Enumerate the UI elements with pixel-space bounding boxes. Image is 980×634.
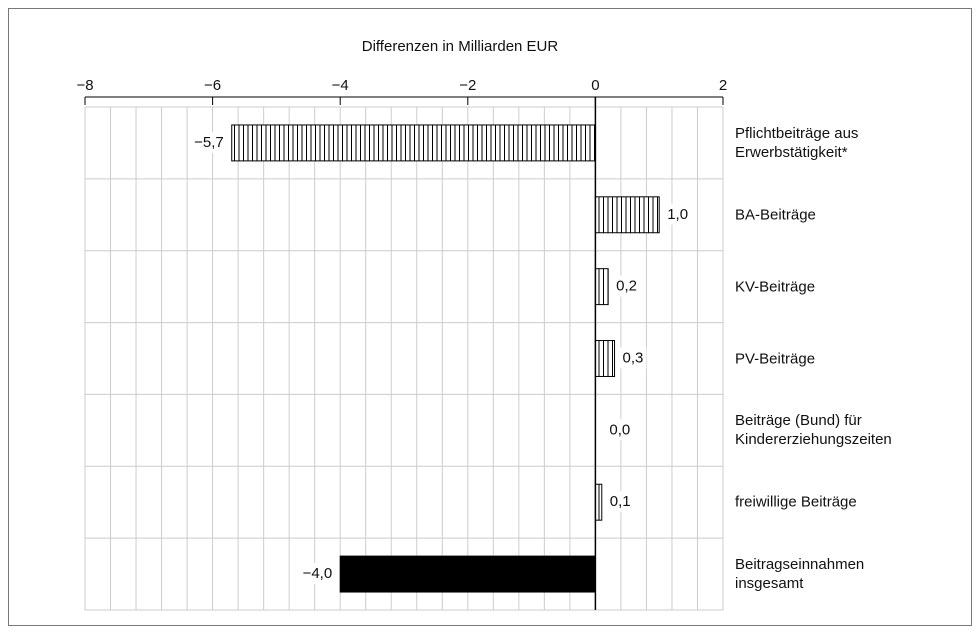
category-label: KV-Beiträge — [735, 278, 816, 296]
value-label-bg — [606, 491, 634, 513]
category-label: Pflichtbeiträge aus Erwerbstätigkeit* — [735, 124, 859, 161]
value-label-bg — [664, 203, 692, 225]
category-label: freiwillige Beiträge — [735, 493, 857, 511]
chart-title: Differenzen in Milliarden EUR — [362, 38, 559, 55]
value-label: 1,0 — [667, 206, 688, 223]
bar — [594, 340, 616, 377]
category-label: Beitragseinnahmen insgesamt — [735, 556, 865, 593]
bar — [339, 555, 596, 593]
value-label-bg — [191, 131, 227, 153]
value-label: 0,0 — [609, 421, 630, 438]
bar — [231, 124, 596, 162]
x-tick-label: 0 — [591, 77, 599, 94]
value-label-bg — [619, 347, 647, 369]
x-tick-label: −4 — [332, 77, 349, 94]
bar — [594, 196, 660, 234]
x-tick-label: 2 — [719, 77, 727, 94]
bar — [594, 483, 603, 521]
bar — [594, 268, 609, 306]
x-tick-label: −6 — [204, 77, 221, 94]
value-label: −5,7 — [194, 134, 224, 151]
category-label: BA-Beiträge — [735, 206, 816, 224]
value-label: −4,0 — [303, 565, 333, 582]
category-label: PV-Beiträge — [735, 350, 816, 367]
value-label: 0,2 — [616, 278, 637, 295]
value-label-bg — [613, 275, 641, 297]
category-label: Beiträge (Bund) für Kindererziehungszeit… — [735, 412, 892, 449]
value-label-bg — [299, 563, 336, 585]
x-tick-label: −2 — [459, 77, 476, 94]
value-label-bg — [606, 419, 634, 441]
value-label: 0,3 — [623, 349, 644, 366]
frame — [8, 8, 972, 626]
value-label: 0,1 — [610, 493, 631, 510]
x-tick-label: −8 — [76, 77, 93, 94]
